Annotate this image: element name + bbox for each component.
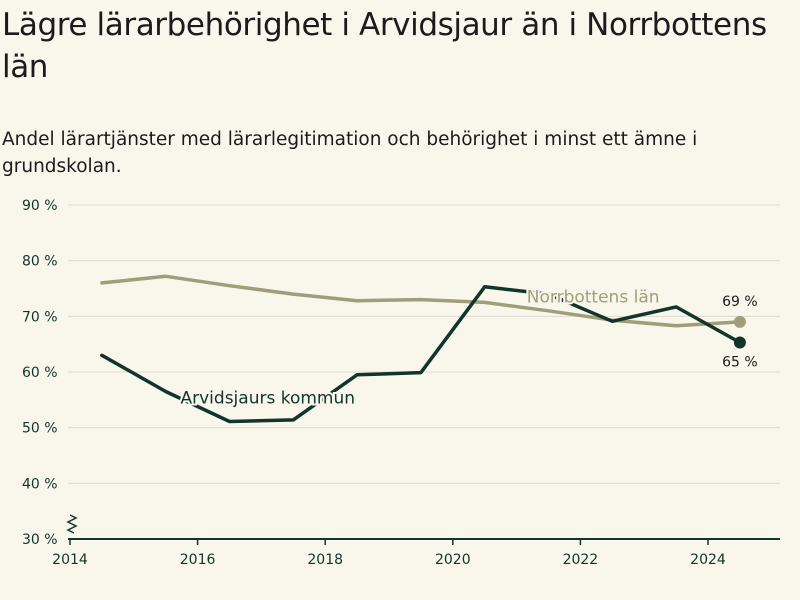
x-tick-label: 2014 [52, 552, 88, 568]
series-labels: 69 % 65 % Norrbottens län Arvidsjaurs kommu… [179, 285, 758, 410]
x-tick-label: 2022 [563, 552, 599, 568]
y-tick-label: 90 % [22, 198, 58, 214]
series-name-label: Arvidsjaurs kommun [181, 389, 356, 409]
series-line [100, 285, 742, 424]
x-tick-label: 2016 [180, 552, 216, 568]
y-tick-label: 50 % [22, 421, 58, 437]
chart-title: Lägre lärarbehörighet i Arvidsjaur än i … [2, 7, 767, 85]
chart-subtitle: Andel lärartjänster med lärarlegitimatio… [2, 129, 698, 177]
axis-break-icon [66, 514, 78, 534]
series-name-label: Norrbottens län [527, 287, 660, 307]
series-lines [100, 274, 746, 424]
end-value-label: 69 % [722, 294, 758, 310]
x-tick-label: 2024 [690, 552, 726, 568]
series-end-point [733, 315, 746, 328]
x-tick-label: 2018 [307, 552, 343, 568]
x-tick-label: 2020 [435, 552, 471, 568]
series-line [100, 274, 742, 328]
end-value-label: 65 % [722, 354, 758, 370]
gridlines [68, 204, 780, 484]
y-tick-label: 30 % [22, 532, 58, 548]
y-tick-label: 80 % [22, 254, 58, 270]
y-tick-label: 70 % [22, 309, 58, 325]
y-tick-label: 40 % [22, 476, 58, 492]
y-tick-label: 60 % [22, 365, 58, 381]
series-end-point [733, 336, 746, 349]
axes: 30 % 40 % 50 % 60 % 70 % 80 % 90 % 2014 2016 2018… [22, 198, 780, 568]
